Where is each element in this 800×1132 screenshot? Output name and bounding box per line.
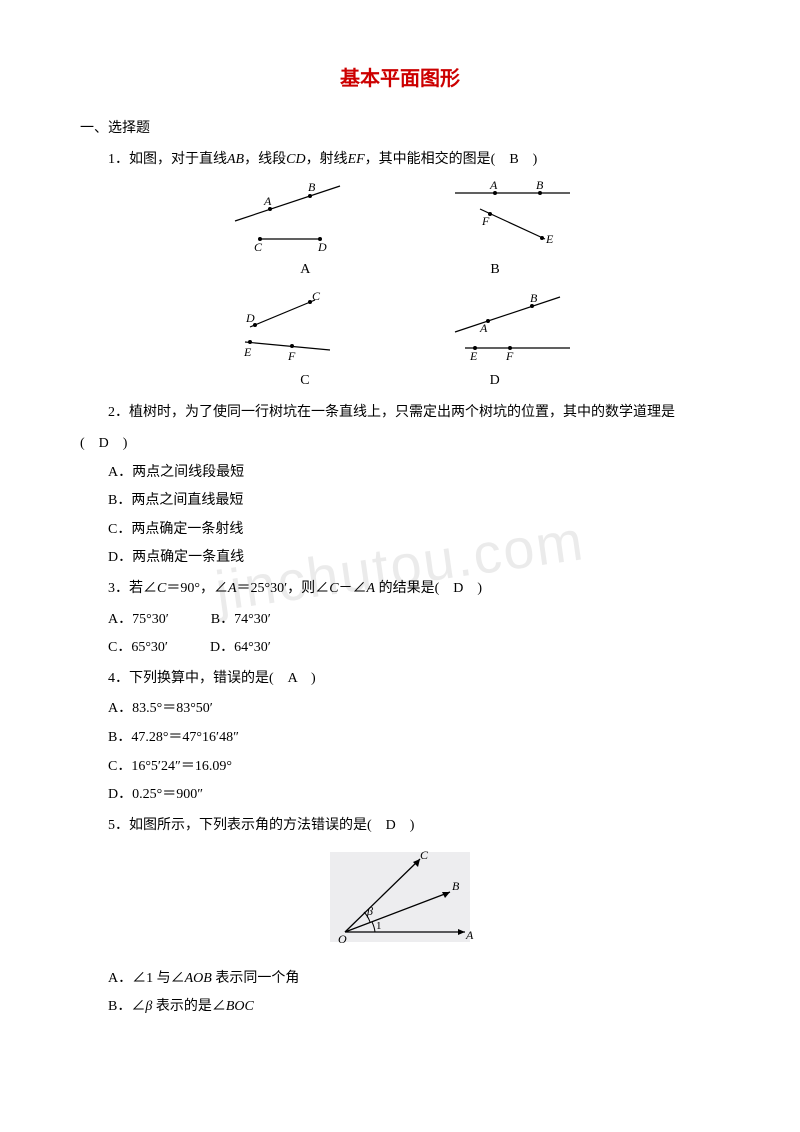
q3-text: 3．若∠C＝90°，∠A＝25°30′，则∠C－∠A 的结果是( D ) xyxy=(80,576,720,603)
svg-text:A: A xyxy=(263,194,272,208)
q2-line2: ( D ) xyxy=(80,431,720,458)
svg-text:A: A xyxy=(465,928,474,942)
q4-optA: A．83.5°＝83°50′ xyxy=(80,696,720,723)
q1-m2: ，射线 xyxy=(306,152,348,167)
q4-optC: C．16°5′24″＝16.09° xyxy=(80,754,720,781)
q1-m1: ，线段 xyxy=(244,152,286,167)
q1-figB: A B F E xyxy=(440,181,580,251)
q2-optC: C．两点确定一条射线 xyxy=(80,517,720,544)
q1-figC: D C E F xyxy=(220,292,360,362)
q5-optA: A．∠1 与∠AOB 表示同一个角 xyxy=(80,966,720,993)
q3-optB: B．74°30′ xyxy=(211,612,271,627)
q1-pre: 1．如图，对于直线 xyxy=(108,152,227,167)
svg-text:B: B xyxy=(308,181,316,194)
svg-text:F: F xyxy=(505,349,514,362)
svg-text:1: 1 xyxy=(376,920,382,932)
q4-text: 4．下列换算中，错误的是( A ) xyxy=(80,666,720,693)
q1-labelD: D xyxy=(490,368,500,395)
svg-text:D: D xyxy=(317,240,327,251)
q5-text: 5．如图所示，下列表示角的方法错误的是( D ) xyxy=(80,813,720,840)
svg-text:β: β xyxy=(366,904,373,918)
svg-text:A: A xyxy=(489,181,498,192)
svg-text:A: A xyxy=(479,321,488,335)
q1-ef: EF xyxy=(348,152,365,167)
q1-figures-row1: A B C D A B F E xyxy=(80,181,720,251)
q3-optC: C．65°30′ xyxy=(108,640,168,655)
q3-optCD: C．65°30′ D．64°30′ xyxy=(80,635,720,662)
q3-optAB: A．75°30′ B．74°30′ xyxy=(80,607,720,634)
page-title: 基本平面图形 xyxy=(80,60,720,98)
svg-text:F: F xyxy=(481,214,490,228)
svg-text:B: B xyxy=(536,181,544,192)
q1-labelA: A xyxy=(300,257,310,284)
svg-text:E: E xyxy=(545,232,554,246)
q2-line1: 2．植树时，为了使同一行树坑在一条直线上，只需定出两个树坑的位置，其中的数学道理… xyxy=(80,400,720,427)
page-content: 基本平面图形 一、选择题 1．如图，对于直线AB，线段CD，射线EF，其中能相交… xyxy=(80,60,720,1021)
q5-optA-span: A．∠1 与∠AOB 表示同一个角 xyxy=(108,971,299,986)
q1-labelC: C xyxy=(300,368,309,395)
svg-text:C: C xyxy=(312,292,321,303)
title-text: 基本平面图形 xyxy=(340,68,460,90)
q3-span: 3．若∠C＝90°，∠A＝25°30′，则∠C－∠A 的结果是( D ) xyxy=(108,581,482,596)
svg-text:D: D xyxy=(245,311,255,325)
svg-text:F: F xyxy=(287,349,296,362)
svg-text:E: E xyxy=(469,349,478,362)
q1-post: ，其中能相交的图是( B ) xyxy=(365,152,538,167)
q5-optB: B．∠β 表示的是∠BOC xyxy=(80,994,720,1021)
svg-text:B: B xyxy=(530,292,538,305)
q2-optA: A．两点之间线段最短 xyxy=(80,460,720,487)
svg-text:E: E xyxy=(243,345,252,359)
q2-optD: D．两点确定一条直线 xyxy=(80,545,720,572)
svg-text:O: O xyxy=(338,932,347,946)
q1-figD: A B E F xyxy=(440,292,580,362)
q3-optA: A．75°30′ xyxy=(108,612,169,627)
svg-text:B: B xyxy=(452,879,460,893)
q1-labels-row2: C D xyxy=(80,368,720,395)
svg-text:C: C xyxy=(420,848,429,862)
section-heading: 一、选择题 xyxy=(80,116,720,143)
q5-figure: 1 β O A B C xyxy=(80,847,720,958)
q2-optB: B．两点之间直线最短 xyxy=(80,488,720,515)
q1-labelB: B xyxy=(490,257,499,284)
q3-optD: D．64°30′ xyxy=(210,640,271,655)
q1-cd: CD xyxy=(286,152,305,167)
q4-optD: D．0.25°＝900″ xyxy=(80,782,720,809)
q4-optB: B．47.28°＝47°16′48″ xyxy=(80,725,720,752)
q5-optB-span: B．∠β 表示的是∠BOC xyxy=(108,999,254,1014)
q1-figA: A B C D xyxy=(220,181,360,251)
q1-labels-row1: A B xyxy=(80,257,720,284)
svg-text:C: C xyxy=(254,240,263,251)
q1-text: 1．如图，对于直线AB，线段CD，射线EF，其中能相交的图是( B ) xyxy=(80,147,720,174)
q1-ab: AB xyxy=(227,152,244,167)
q1-figures-row2: D C E F A B E F xyxy=(80,292,720,362)
